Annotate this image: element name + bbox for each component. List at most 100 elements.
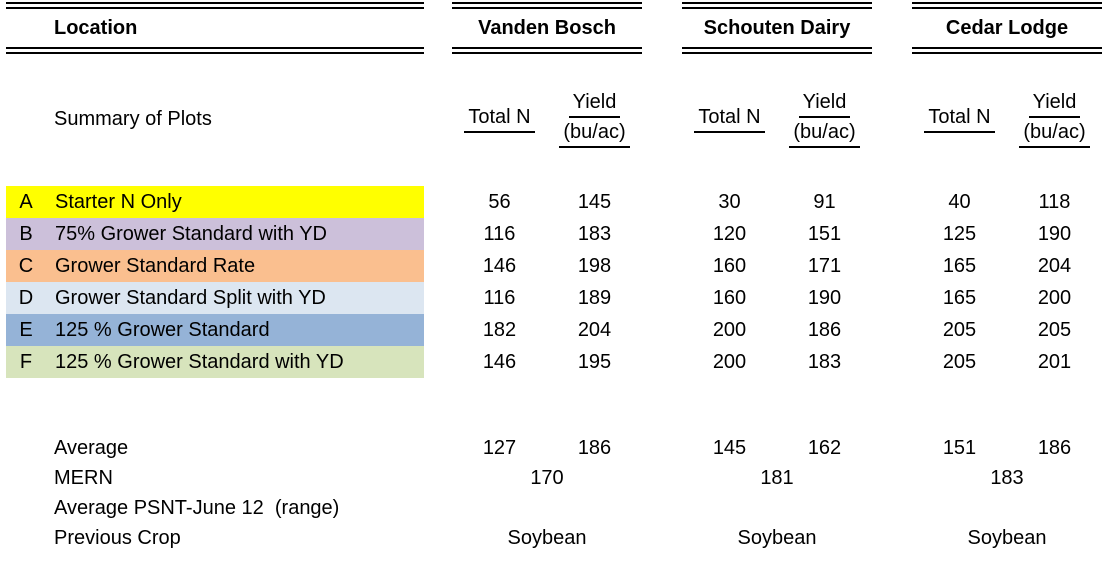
spacer-cell (872, 463, 912, 493)
vb-yield: 189 (577, 286, 612, 309)
spacer-cell (872, 282, 912, 314)
col-head-total-n-sd: Total N (682, 88, 777, 150)
treatment-label: 125 % Grower Standard with YD (46, 346, 424, 378)
spacer-cell (642, 523, 682, 553)
spacer-row (6, 51, 1102, 89)
sd-yield: 171 (807, 254, 842, 277)
cl-average-yield: 186 (1037, 436, 1072, 459)
treatment-row-e: E 125 % Grower Standard 182 204 200 186 … (6, 314, 1102, 346)
treatment-letter: B (6, 218, 46, 250)
cl-total-n: 205 (942, 318, 977, 341)
vb-previous-crop: Soybean (507, 526, 587, 549)
psnt-row: Average PSNT-June 12 (range) (6, 493, 1102, 523)
previous-crop-row: Previous Crop Soybean Soybean Soybean (6, 523, 1102, 553)
spacer-cell (872, 433, 912, 463)
cl-yield: 200 (1037, 286, 1072, 309)
vb-total-n: 146 (482, 254, 517, 277)
cl-yield: 190 (1037, 222, 1072, 245)
average-label: Average (54, 436, 129, 459)
treatment-label: Grower Standard Rate (46, 250, 424, 282)
vb-total-n: 116 (483, 286, 516, 309)
spacer-cell (642, 282, 682, 314)
mern-label: MERN (54, 466, 113, 489)
column-heads-row: Summary of Plots Total N Yield (bu/ac) T… (6, 88, 1102, 150)
spacer-cell (872, 186, 912, 218)
sd-total-n: 200 (712, 318, 747, 341)
sd-previous-crop: Soybean (737, 526, 817, 549)
spacer-cell (642, 346, 682, 378)
sd-average-total-n: 145 (712, 436, 747, 459)
vb-yield: 195 (577, 350, 612, 373)
spacer-cell (872, 314, 912, 346)
spacer-cell (642, 250, 682, 282)
treatment-row-c: C Grower Standard Rate 146 198 160 171 1… (6, 250, 1102, 282)
treatment-row-b: B 75% Grower Standard with YD 116 183 12… (6, 218, 1102, 250)
treatment-label: 75% Grower Standard with YD (46, 218, 424, 250)
cl-total-n: 205 (942, 350, 977, 373)
sd-total-n: 200 (712, 350, 747, 373)
sd-yield: 186 (807, 318, 842, 341)
cl-average-total-n: 151 (942, 436, 977, 459)
spacer-cell (872, 250, 912, 282)
spacer-cell (872, 523, 912, 553)
treatment-label: Starter N Only (46, 186, 424, 218)
treatment-row-a: A Starter N Only 56 145 30 91 40 118 (6, 186, 1102, 218)
header-row: Location Vanden Bosch Schouten Dairy Ced… (6, 2, 1102, 54)
psnt-label: Average PSNT-June 12 (range) (54, 496, 340, 519)
spacer-cell (424, 6, 452, 51)
spacer-cell (872, 6, 912, 51)
vb-total-n: 182 (482, 318, 517, 341)
site-header-schouten-dairy: Schouten Dairy (682, 2, 872, 54)
sd-yield: 183 (807, 350, 842, 373)
col-head-total-n-vb: Total N (452, 88, 547, 150)
treatment-row-f: F 125 % Grower Standard with YD 146 195 … (6, 346, 1102, 378)
sd-average-yield: 162 (807, 436, 842, 459)
cl-yield: 118 (1038, 190, 1071, 213)
cl-yield: 205 (1037, 318, 1072, 341)
spacer-cell (642, 218, 682, 250)
vb-total-n: 116 (483, 222, 516, 245)
col-head-yield-sd: Yield (bu/ac) (777, 88, 872, 150)
spacer-row (6, 150, 1102, 186)
treatment-letter: A (6, 186, 46, 218)
vb-average-yield: 186 (577, 436, 612, 459)
cl-total-n: 165 (942, 286, 977, 309)
spacer-cell (642, 88, 682, 150)
sd-yield: 91 (813, 190, 836, 213)
vb-yield: 183 (577, 222, 612, 245)
cl-total-n: 165 (942, 254, 977, 277)
spacer-cell (424, 433, 452, 463)
treatment-label: Grower Standard Split with YD (46, 282, 424, 314)
mern-row: MERN 170 181 183 (6, 463, 1102, 493)
n-rate-summary-table: Location Vanden Bosch Schouten Dairy Ced… (6, 2, 1102, 553)
spacer-cell (424, 523, 452, 553)
col-head-yield-vb: Yield (bu/ac) (547, 88, 642, 150)
spacer-row (6, 378, 1102, 433)
sd-total-n: 30 (718, 190, 741, 213)
vb-yield: 204 (577, 318, 612, 341)
cl-previous-crop: Soybean (967, 526, 1047, 549)
spacer-cell (872, 218, 912, 250)
cl-yield: 204 (1037, 254, 1072, 277)
site-header-cedar-lodge: Cedar Lodge (912, 2, 1102, 54)
vb-yield: 145 (577, 190, 612, 213)
spacer-cell (424, 218, 452, 250)
site-header-vanden-bosch: Vanden Bosch (452, 2, 642, 54)
spacer-cell (642, 433, 682, 463)
spacer-cell (424, 250, 452, 282)
spacer-cell (424, 346, 452, 378)
spacer-cell (424, 463, 452, 493)
vb-total-n: 56 (488, 190, 511, 213)
treatment-letter: D (6, 282, 46, 314)
spacer-cell (642, 6, 682, 51)
cl-total-n: 40 (948, 190, 971, 213)
sd-total-n: 120 (712, 222, 747, 245)
location-header: Location (6, 2, 424, 54)
sd-total-n: 160 (712, 254, 747, 277)
sd-yield: 151 (807, 222, 842, 245)
vb-average-total-n: 127 (482, 436, 517, 459)
spacer-cell (424, 88, 452, 150)
vb-yield: 198 (577, 254, 612, 277)
treatment-letter: F (6, 346, 46, 378)
vb-mern-value: 170 (530, 466, 564, 489)
